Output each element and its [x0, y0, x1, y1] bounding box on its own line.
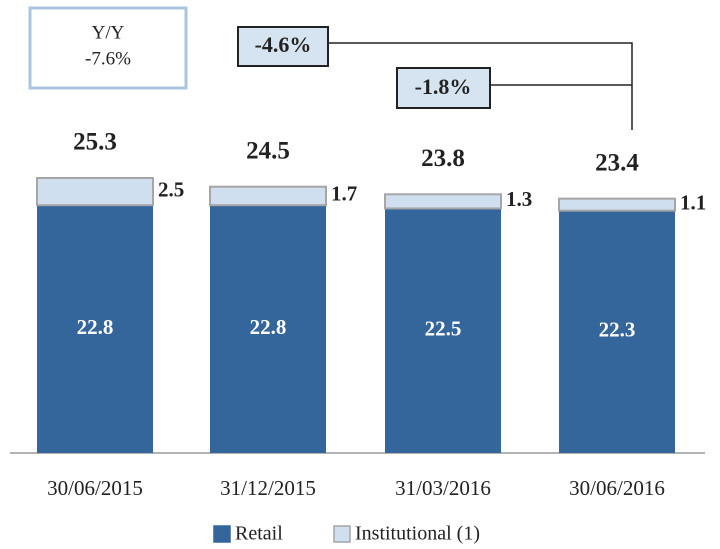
- change-label: -4.6%: [255, 32, 312, 57]
- x-tick-label: 31/12/2015: [220, 476, 316, 500]
- x-tick-label: 30/06/2015: [47, 476, 143, 500]
- bar-segment: [209, 185, 327, 207]
- value-label: 22.5: [425, 317, 462, 341]
- total-label: 25.3: [73, 129, 117, 156]
- change-box: [237, 26, 329, 67]
- legend-swatch: [333, 525, 351, 543]
- change-label: -1.8%: [415, 74, 472, 99]
- value-label: 1.1: [680, 190, 706, 214]
- legend-swatch: [213, 525, 231, 543]
- total-label: 23.4: [595, 149, 639, 176]
- yy-title: Y/Y: [92, 22, 125, 43]
- value-label: 1.3: [506, 187, 532, 211]
- value-label: 22.8: [77, 315, 114, 339]
- bar-segment: [385, 208, 501, 453]
- yy-value: -7.6%: [85, 48, 131, 69]
- value-label: 22.3: [599, 318, 636, 342]
- value-label: 1.7: [331, 182, 357, 206]
- total-label: 23.8: [421, 145, 465, 172]
- bar-segment: [36, 177, 154, 207]
- legend-label: Institutional (1): [355, 523, 480, 545]
- legend-label: Retail: [235, 523, 283, 545]
- x-tick-label: 31/03/2016: [395, 476, 491, 500]
- yy-box: [28, 6, 188, 90]
- bracket: [328, 42, 633, 130]
- value-label: 2.5: [158, 177, 184, 201]
- bar-segment: [37, 205, 153, 453]
- total-label: 24.5: [246, 137, 290, 164]
- value-label: 22.8: [250, 315, 287, 339]
- bar-segment: [210, 205, 326, 453]
- bar-segment: [558, 197, 676, 212]
- bar-segment: [559, 210, 675, 453]
- x-tick-label: 30/06/2016: [569, 476, 665, 500]
- bar-segment: [384, 193, 502, 210]
- change-box: [396, 67, 491, 109]
